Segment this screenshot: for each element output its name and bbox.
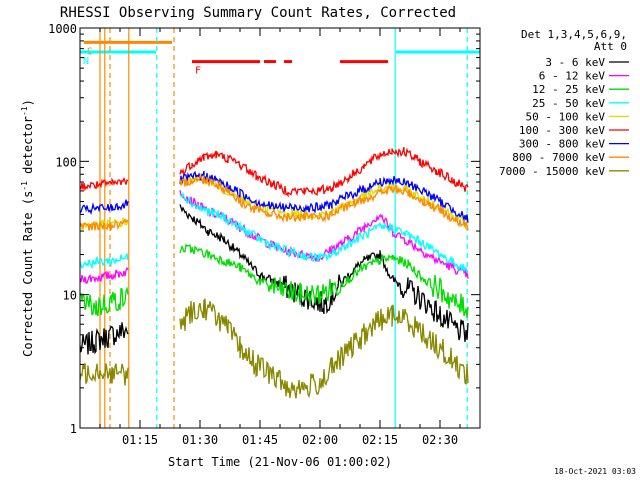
series-line-segment: [179, 175, 469, 231]
y-axis-label: Corrected Count Rate (s-1 detector-1): [20, 99, 35, 357]
x-axis-label: Start Time (21-Nov-06 01:00:02): [168, 455, 392, 469]
series-line-segment: [179, 204, 469, 342]
series-line-segment: [79, 218, 129, 232]
legend-header-detectors: Det 1,3,4,5,6,9,: [521, 28, 627, 41]
series-line-segment: [79, 362, 129, 386]
legend-entry-label: 800 - 7000 keV: [512, 151, 605, 164]
x-tick-label: 02:15: [362, 433, 398, 447]
series-line-segment: [79, 322, 129, 355]
series-line-segment: [79, 286, 129, 317]
series-300-to-800keV: [79, 170, 469, 223]
legend-entry-label: 12 - 25 keV: [532, 83, 605, 96]
y-tick-label: 100: [55, 155, 77, 169]
flag-label: F: [195, 66, 201, 77]
series-3-to-6keV: [79, 204, 469, 355]
legend-entry-label: 6 - 12 keV: [539, 70, 606, 83]
x-tick-label: 02:00: [302, 433, 338, 447]
series-line-segment: [179, 191, 469, 274]
axes: 01:15 01:30 01:45 02:00 02:15 02:30 1 10 100 1000: [48, 22, 480, 447]
series-line-segment: [179, 298, 469, 399]
x-tick-label: 01:30: [182, 433, 218, 447]
flags-layer: SNF: [80, 40, 480, 77]
series-line-segment: [179, 170, 469, 223]
series-800-to-7000keV: [79, 175, 469, 232]
series-line-segment: [79, 252, 129, 270]
chart-title: RHESSI Observing Summary Count Rates, Co…: [60, 5, 456, 21]
series-line-segment: [79, 176, 129, 192]
legend-entry-label: 50 - 100 keV: [526, 110, 606, 123]
legend-entry-label: 100 - 300 keV: [519, 124, 605, 137]
series-100-to-300keV: [79, 147, 469, 198]
legend-header-attenuator: Att 0: [594, 40, 627, 53]
x-tick-label: 01:45: [242, 433, 278, 447]
series-line-segment: [179, 147, 469, 198]
series-12-to-25keV: [79, 243, 469, 318]
series-line-segment: [79, 199, 129, 216]
series-line-segment: [179, 243, 469, 318]
series-layer: [79, 147, 469, 399]
series-line-segment: [79, 266, 129, 284]
series-7000-to-15000keV: [79, 298, 469, 399]
x-tick-label: 02:30: [422, 433, 458, 447]
y-tick-label: 1000: [48, 22, 77, 36]
legend-entry-label: 3 - 6 keV: [545, 56, 605, 69]
series-25-to-50keV: [79, 191, 469, 274]
legend-entry-label: 25 - 50 keV: [532, 97, 605, 110]
y-tick-label: 1: [70, 422, 77, 436]
legend-entry-label: 300 - 800 keV: [519, 138, 605, 151]
legend-entry-label: 7000 - 15000 keV: [499, 165, 605, 178]
flag-label: N: [83, 56, 89, 67]
y-tick-label: 10: [63, 289, 77, 303]
x-tick-label: 01:15: [122, 433, 158, 447]
generation-timestamp: 18-Oct-2021 03:03: [554, 467, 636, 476]
